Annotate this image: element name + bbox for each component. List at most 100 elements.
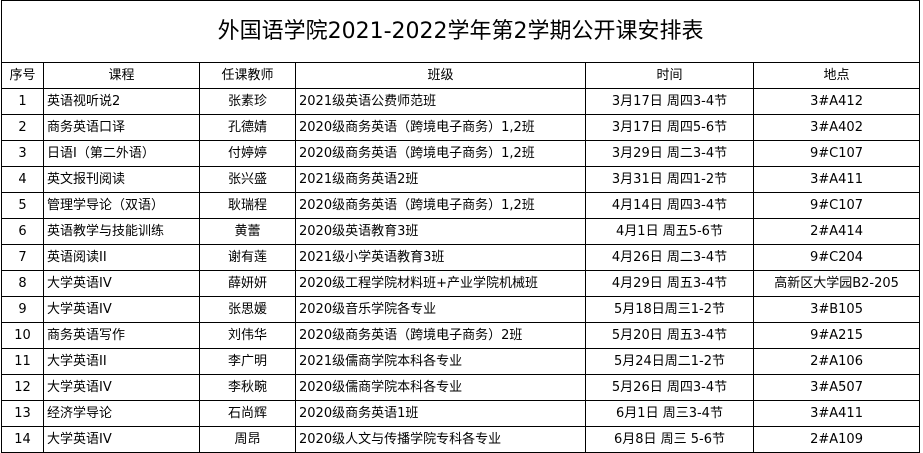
cell-location: 9#C204 — [752, 244, 921, 271]
cell-index: 9 — [1, 296, 44, 323]
cell-location: 3#A411 — [752, 400, 921, 427]
table-row: 1 英语视听说2 张素珍 2021级英语公费师范班 3月17日 周四3-4节 3#A412 — [1, 88, 921, 115]
table-row: 8 大学英语IV 薛妍妍 2020级工程学院材料班+产业学院机械班 4月29日 周五3-… — [1, 270, 921, 297]
cell-time: 4月1日 周五5-6节 — [585, 218, 754, 245]
cell-location: 2#A106 — [752, 348, 921, 375]
cell-time: 4月29日 周五3-4节 — [585, 270, 754, 297]
cell-teacher: 张兴盛 — [199, 166, 296, 193]
cell-location: 3#A412 — [752, 88, 921, 115]
table-row: 10 商务英语写作 刘伟华 2020级商务英语（跨境电子商务）2班 5月20日 周五3-… — [1, 322, 921, 349]
header-teacher: 任课教师 — [199, 62, 296, 89]
cell-teacher: 付婷婷 — [199, 140, 296, 167]
cell-class: 2020级商务英语（跨境电子商务）2班 — [295, 322, 586, 349]
cell-class: 2020级商务英语1班 — [295, 400, 586, 427]
cell-course: 大学英语IV — [43, 270, 200, 297]
cell-teacher: 耿瑞程 — [199, 192, 296, 219]
cell-location: 9#C107 — [752, 192, 921, 219]
cell-teacher: 孔德婧 — [199, 114, 296, 141]
cell-course: 大学英语IV — [43, 426, 200, 453]
cell-time: 6月1日 周三3-4节 — [585, 400, 754, 427]
cell-time: 6月8日 周三 5-6节 — [585, 426, 754, 453]
table-row: 2 商务英语口译 孔德婧 2020级商务英语（跨境电子商务）1,2班 3月17日 周四5… — [1, 114, 921, 141]
cell-index: 2 — [1, 114, 44, 141]
cell-class: 2021级小学英语教育3班 — [295, 244, 586, 271]
cell-index: 13 — [1, 400, 44, 427]
cell-time: 5月26日 周四3-4节 — [585, 374, 754, 401]
cell-class: 2020级人文与传播学院专科各专业 — [295, 426, 586, 453]
cell-location: 3#A507 — [752, 374, 921, 401]
cell-index: 12 — [1, 374, 44, 401]
cell-location: 9#A215 — [752, 322, 921, 349]
cell-teacher: 张素珍 — [199, 88, 296, 115]
table-row: 7 英语阅读II 谢有莲 2021级小学英语教育3班 4月26日 周二3-4节 9#C20… — [1, 244, 921, 271]
cell-location: 3#B105 — [752, 296, 921, 323]
header-class: 班级 — [295, 62, 586, 89]
cell-time: 4月14日 周四3-4节 — [585, 192, 754, 219]
cell-class: 2020级商务英语（跨境电子商务）1,2班 — [295, 114, 586, 141]
cell-course: 商务英语写作 — [43, 322, 200, 349]
cell-class: 2020级工程学院材料班+产业学院机械班 — [295, 270, 586, 297]
cell-course: 英语教学与技能训练 — [43, 218, 200, 245]
header-location: 地点 — [752, 62, 921, 89]
cell-index: 10 — [1, 322, 44, 349]
cell-time: 4月26日 周二3-4节 — [585, 244, 754, 271]
cell-course: 英语阅读II — [43, 244, 200, 271]
cell-location: 9#C107 — [752, 140, 921, 167]
cell-course: 日语I（第二外语） — [43, 140, 200, 167]
table-row: 9 大学英语IV 张思媛 2020级音乐学院各专业 5月18日周三1-2节 3#B105 — [1, 296, 921, 323]
cell-class: 2021级商务英语2班 — [295, 166, 586, 193]
table-row: 11 大学英语II 李广明 2021级儒商学院本科各专业 5月24日周二1-2节 2#A1… — [1, 348, 921, 375]
cell-time: 5月20日 周五3-4节 — [585, 322, 754, 349]
table-row: 5 管理学导论（双语） 耿瑞程 2020级商务英语（跨境电子商务）1,2班 4月14日 … — [1, 192, 921, 219]
cell-course: 大学英语IV — [43, 374, 200, 401]
cell-teacher: 李秋畹 — [199, 374, 296, 401]
cell-index: 3 — [1, 140, 44, 167]
cell-teacher: 薛妍妍 — [199, 270, 296, 297]
cell-teacher: 张思媛 — [199, 296, 296, 323]
cell-teacher: 刘伟华 — [199, 322, 296, 349]
table-row: 12 大学英语IV 李秋畹 2020级儒商学院本科各专业 5月26日 周四3-4节 3#A… — [1, 374, 921, 401]
table-row: 4 英文报刊阅读 张兴盛 2021级商务英语2班 3月31日 周四1-2节 3#A411 — [1, 166, 921, 193]
header-time: 时间 — [585, 62, 754, 89]
cell-index: 4 — [1, 166, 44, 193]
cell-location: 2#A414 — [752, 218, 921, 245]
cell-time: 3月17日 周四3-4节 — [585, 88, 754, 115]
cell-course: 管理学导论（双语） — [43, 192, 200, 219]
header-course: 课程 — [43, 62, 200, 89]
cell-teacher: 谢有莲 — [199, 244, 296, 271]
header-index: 序号 — [1, 62, 44, 89]
cell-teacher: 李广明 — [199, 348, 296, 375]
cell-class: 2020级儒商学院本科各专业 — [295, 374, 586, 401]
cell-index: 14 — [1, 426, 44, 453]
cell-index: 5 — [1, 192, 44, 219]
cell-index: 8 — [1, 270, 44, 297]
table-row: 6 英语教学与技能训练 黄蕾 2020级英语教育3班 4月1日 周五5-6节 2#A414 — [1, 218, 921, 245]
cell-class: 2021级儒商学院本科各专业 — [295, 348, 586, 375]
cell-time: 3月17日 周四5-6节 — [585, 114, 754, 141]
cell-course: 经济学导论 — [43, 400, 200, 427]
cell-time: 5月24日周二1-2节 — [585, 348, 754, 375]
cell-time: 3月29日 周二3-4节 — [585, 140, 754, 167]
cell-class: 2020级音乐学院各专业 — [295, 296, 586, 323]
table-row: 14 大学英语IV 周昂 2020级人文与传播学院专科各专业 6月8日 周三 5-6节 2… — [1, 426, 921, 453]
cell-class: 2021级英语公费师范班 — [295, 88, 586, 115]
cell-index: 11 — [1, 348, 44, 375]
cell-teacher: 周昂 — [199, 426, 296, 453]
cell-index: 6 — [1, 218, 44, 245]
table-row: 3 日语I（第二外语） 付婷婷 2020级商务英语（跨境电子商务）1,2班 3月29日 … — [1, 140, 921, 167]
cell-course: 英语视听说2 — [43, 88, 200, 115]
cell-course: 英文报刊阅读 — [43, 166, 200, 193]
cell-course: 商务英语口译 — [43, 114, 200, 141]
cell-location: 3#A411 — [752, 166, 921, 193]
table-row: 13 经济学导论 石尚辉 2020级商务英语1班 6月1日 周三3-4节 3#A411 — [1, 400, 921, 427]
cell-course: 大学英语IV — [43, 296, 200, 323]
cell-class: 2020级商务英语（跨境电子商务）1,2班 — [295, 192, 586, 219]
cell-teacher: 石尚辉 — [199, 400, 296, 427]
cell-location: 3#A402 — [752, 114, 921, 141]
cell-class: 2020级英语教育3班 — [295, 218, 586, 245]
cell-course: 大学英语II — [43, 348, 200, 375]
cell-location: 高新区大学园B2-205 — [752, 270, 921, 297]
cell-index: 1 — [1, 88, 44, 115]
cell-index: 7 — [1, 244, 44, 271]
